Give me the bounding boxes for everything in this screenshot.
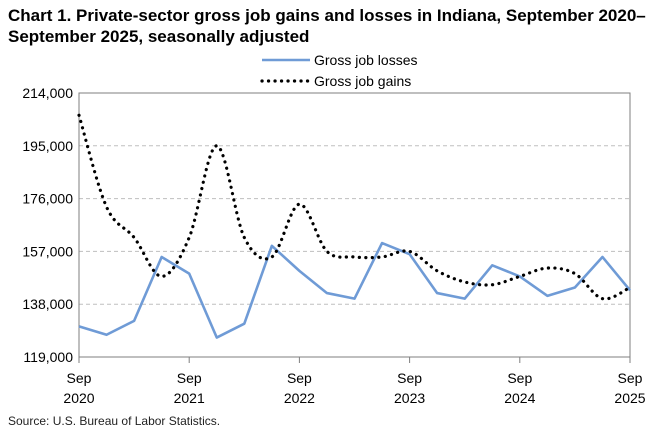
y-tick-label: 214,000 (22, 85, 73, 101)
legend-losses-label: Gross job losses (314, 52, 417, 68)
x-tick-month: Sep (287, 370, 312, 386)
x-tick-month: Sep (618, 370, 643, 386)
y-tick-label: 138,000 (22, 296, 73, 312)
y-tick-label: 119,000 (23, 349, 73, 365)
x-axis: Sep 2020 Sep 2021 Sep 2022 Sep 2023 Sep 2024 Sep 20… (63, 357, 646, 406)
legend: Gross job losses Gross job gains (260, 52, 417, 89)
y-axis: 214,000 195,000 176,000 157,000 138,000 119,0… (22, 85, 73, 365)
x-tick-month: Sep (67, 370, 92, 386)
plot-area (78, 92, 631, 358)
y-tick-label: 176,000 (22, 191, 73, 207)
gross-job-losses-line (78, 241, 632, 339)
x-tick-year: 2021 (174, 390, 205, 406)
gross-job-gains-line (77, 113, 632, 301)
x-tick-month: Sep (507, 370, 532, 386)
y-tick-label: 157,000 (22, 243, 73, 259)
y-tick-label: 195,000 (22, 138, 73, 154)
source-note: Source: U.S. Bureau of Labor Statistics. (8, 414, 221, 428)
x-tick-year: 2020 (63, 390, 94, 406)
x-tick-month: Sep (177, 370, 202, 386)
gridlines (79, 145, 630, 305)
x-tick-year: 2023 (394, 390, 425, 406)
series-lines (77, 113, 632, 339)
x-tick-year: 2025 (614, 390, 645, 406)
x-tick-year: 2022 (284, 390, 315, 406)
x-tick-year: 2024 (504, 390, 535, 406)
x-tick-month: Sep (397, 370, 422, 386)
chart-title: Chart 1. Private-sector gross job gains … (8, 6, 646, 46)
legend-gains-label: Gross job gains (314, 73, 411, 89)
